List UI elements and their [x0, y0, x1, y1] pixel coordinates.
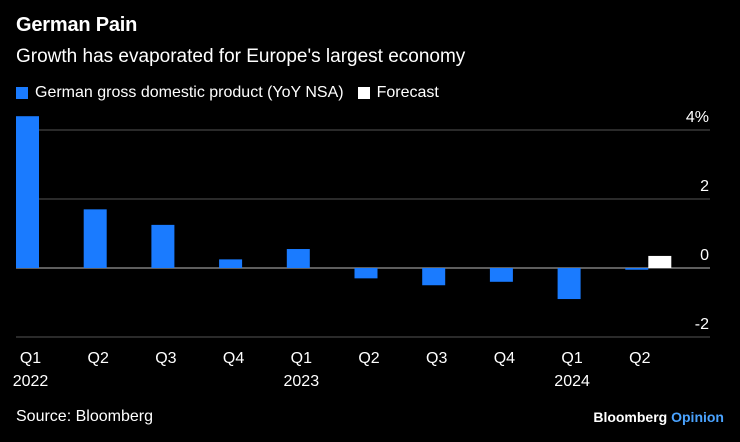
legend-swatch-forecast [357, 87, 370, 99]
bar-gdp-1 [83, 209, 107, 268]
bar-gdp-4 [286, 249, 310, 268]
legend-label-forecast: Forecast [376, 84, 439, 101]
brand-accent: Opinion [671, 409, 724, 425]
legend: German gross domestic product (YoY NSA) … [16, 84, 453, 102]
x-tick-label-4: Q1 [291, 350, 312, 367]
x-tick-label-8: Q1 [561, 350, 582, 367]
legend-item-forecast: Forecast [357, 84, 439, 102]
bar-gdp-2 [151, 224, 175, 268]
x-year-label-1: 2023 [284, 373, 320, 390]
bar-gdp-8 [557, 268, 581, 300]
x-year-label-2: 2024 [554, 373, 590, 390]
x-tick-label-1: Q2 [88, 350, 109, 367]
bar-chart: 4% 2 0 -2 Q1 Q2 Q3 Q4 Q1 Q2 Q3 Q4 Q1 Q2 2022 2023 2024 [13, 109, 710, 390]
bar-gdp-3 [219, 259, 243, 268]
bar-gdp-7 [489, 268, 513, 282]
legend-swatch-gdp [16, 87, 28, 99]
x-tick-label-3: Q4 [223, 350, 244, 367]
y-tick-label-0: 4% [686, 109, 709, 126]
brand-name: Bloomberg [593, 409, 668, 425]
x-tick-label-0: Q1 [20, 350, 41, 367]
bar-gdp-9 [625, 268, 649, 270]
y-tick-label-2: 0 [700, 247, 709, 264]
x-tick-label-5: Q2 [358, 350, 379, 367]
x-tick-label-2: Q3 [155, 350, 176, 367]
legend-label-gdp: German gross domestic product (YoY NSA) [35, 84, 344, 101]
bar-forecast-9 [648, 255, 672, 268]
y-tick-label-1: 2 [700, 178, 709, 195]
bar-gdp-6 [422, 268, 446, 286]
bar-gdp-5 [354, 268, 378, 279]
x-year-label-0: 2022 [13, 373, 49, 390]
y-tick-label-3: -2 [695, 316, 709, 333]
x-tick-label-6: Q3 [426, 350, 447, 367]
chart-subtitle: Growth has evaporated for Europe's large… [16, 46, 466, 67]
chart-title: German Pain [16, 14, 138, 36]
brand-logo: Bloomberg Opinion [593, 409, 724, 425]
source-note: Source: Bloomberg [16, 408, 153, 425]
x-tick-label-7: Q4 [494, 350, 515, 367]
legend-item-gdp: German gross domestic product (YoY NSA) [16, 84, 344, 102]
bar-gdp-0 [16, 116, 39, 268]
x-tick-label-9: Q2 [629, 350, 650, 367]
